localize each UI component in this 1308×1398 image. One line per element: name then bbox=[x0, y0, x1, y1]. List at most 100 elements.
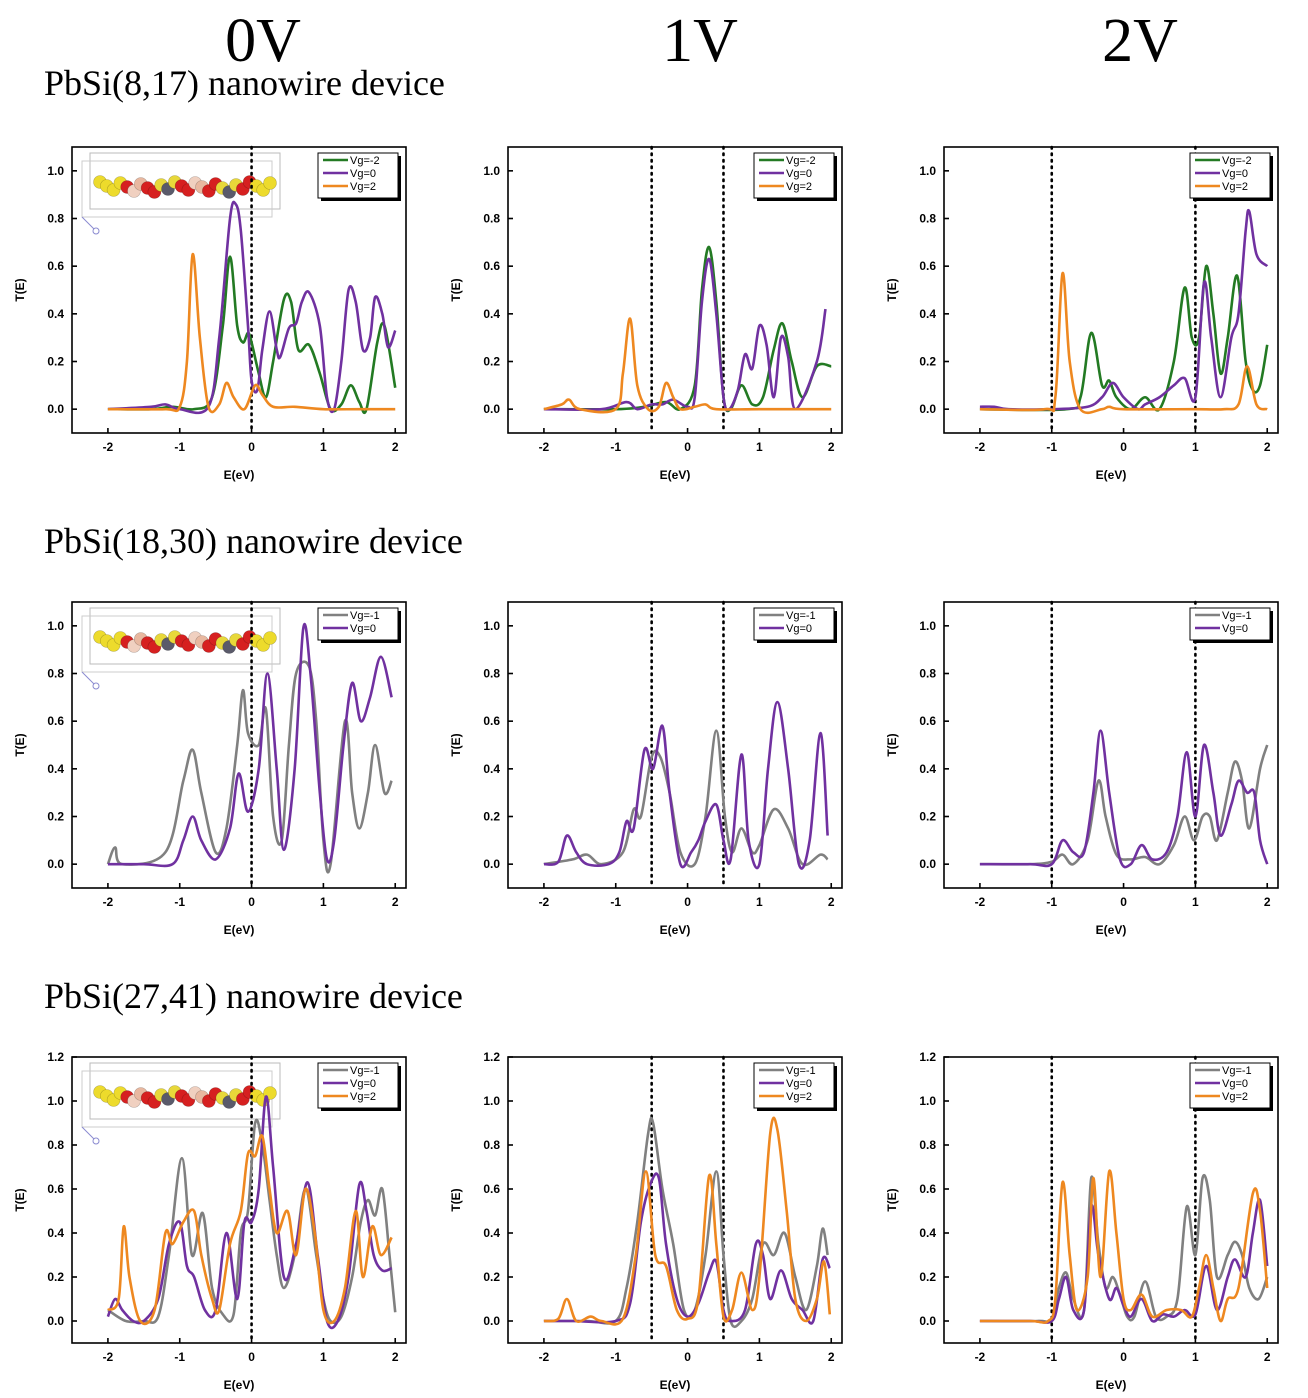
y-axis-title: T(E) bbox=[885, 278, 899, 301]
row-title-pbsi-18-30: PbSi(18,30) nanowire device bbox=[44, 521, 463, 561]
nanowire-structure-inset bbox=[81, 152, 281, 235]
series-line-vg-0 bbox=[543, 257, 827, 412]
legend-label-vg-0: Vg=0 bbox=[350, 1078, 376, 1090]
y-tick-label: 1.2 bbox=[47, 1050, 64, 1064]
y-axis-title: T(E) bbox=[885, 1188, 899, 1211]
series-line-vg-1 bbox=[543, 729, 829, 868]
y-tick-label: 0.4 bbox=[483, 307, 500, 321]
legend-label-vg-0: Vg=0 bbox=[786, 623, 812, 635]
y-tick-label: 1.0 bbox=[47, 164, 64, 178]
y-tick-label: 0.6 bbox=[483, 259, 500, 273]
legend-label-vg-1: Vg=-1 bbox=[350, 1065, 380, 1077]
series-line-vg-1 bbox=[106, 660, 393, 874]
x-tick-label: 0 bbox=[684, 895, 691, 909]
inset-axis-line bbox=[81, 1126, 95, 1140]
legend-label-vg-2: Vg=2 bbox=[786, 1091, 812, 1103]
x-tick-label: 0 bbox=[248, 440, 255, 454]
y-tick-label: 0.8 bbox=[483, 212, 500, 226]
legend-label-vg-2: Vg=2 bbox=[350, 181, 376, 193]
y-tick-label: 0.2 bbox=[47, 1270, 64, 1284]
y-axis-title: T(E) bbox=[885, 733, 899, 756]
y-tick-label: 0.6 bbox=[919, 1182, 936, 1196]
series-line-vg-0 bbox=[107, 623, 393, 868]
y-tick-label: 1.0 bbox=[483, 1094, 500, 1108]
x-tick-label: -2 bbox=[975, 440, 986, 454]
x-tick-label: -2 bbox=[103, 440, 114, 454]
legend: Vg=-2Vg=0Vg=2 bbox=[317, 152, 401, 201]
plot-frame bbox=[71, 601, 407, 889]
legend-label-vg-2: Vg=2 bbox=[1222, 1091, 1248, 1103]
inset-axis-icon bbox=[92, 682, 100, 690]
chart-panel-pbsi-18-30-0v: 0.0 0.2 0.4 0.6 0.8 1.0 -2 -1 0 1 2 E(eV) T(E) Vg=-1V… bbox=[13, 600, 407, 937]
legend-label-vg-0: Vg=0 bbox=[786, 1078, 812, 1090]
legend-label-vg-2: Vg=2 bbox=[786, 181, 812, 193]
y-tick-label: 1.0 bbox=[483, 164, 500, 178]
legend-box bbox=[317, 607, 399, 641]
y-tick-label: 0.0 bbox=[483, 857, 500, 871]
y-tick-label: 0.6 bbox=[47, 259, 64, 273]
legend-label-vg-1: Vg=-1 bbox=[786, 1065, 816, 1077]
row-title-pbsi-27-41: PbSi(27,41) nanowire device bbox=[44, 976, 463, 1016]
series-line-vg-2 bbox=[106, 1134, 393, 1326]
x-tick-label: -2 bbox=[103, 895, 114, 909]
y-axis-title: T(E) bbox=[13, 278, 27, 301]
y-tick-label: 0.4 bbox=[919, 307, 936, 321]
series-line-vg-2 bbox=[543, 317, 832, 414]
y-tick-label: 0.8 bbox=[47, 1138, 64, 1152]
inset-atom bbox=[263, 176, 277, 190]
x-tick-label: -2 bbox=[975, 1350, 986, 1364]
y-axis-title: T(E) bbox=[449, 733, 463, 756]
legend-label-vg-0: Vg=0 bbox=[1222, 168, 1248, 180]
inset-axis-icon bbox=[92, 227, 100, 235]
y-tick-label: 0.6 bbox=[919, 259, 936, 273]
x-tick-label: 0 bbox=[1120, 1350, 1127, 1364]
x-tick-label: -2 bbox=[539, 440, 550, 454]
legend-label-vg-1: Vg=-1 bbox=[1222, 1065, 1252, 1077]
chart-panel-pbsi-18-30-1v: 0.0 0.2 0.4 0.6 0.8 1.0 -2 -1 0 1 2 E(eV) T(E) Vg=-1V… bbox=[449, 600, 843, 937]
x-tick-label: 1 bbox=[1192, 1350, 1199, 1364]
legend-label-vg-1: Vg=-1 bbox=[1222, 610, 1252, 622]
x-tick-label: 1 bbox=[756, 440, 763, 454]
legend-label-vg-2: Vg=2 bbox=[1222, 181, 1248, 193]
x-axis-title: E(eV) bbox=[224, 1378, 255, 1392]
y-tick-label: 0.4 bbox=[919, 762, 936, 776]
series-line-vg-2 bbox=[979, 1169, 1269, 1324]
chart-panel-pbsi-8-17-2v: 0.00.20.40.60.81.0-2 -1 0 1 2E(eV)T(E)Vg=-2V… bbox=[885, 145, 1279, 482]
y-tick-label: 0.4 bbox=[483, 762, 500, 776]
y-tick-label: 0.2 bbox=[919, 1270, 936, 1284]
plot-frame bbox=[71, 1056, 407, 1344]
legend-box bbox=[753, 607, 835, 641]
x-tick-label: -2 bbox=[539, 1350, 550, 1364]
series-line-vg-0 bbox=[979, 729, 1269, 869]
series-line-vg-0 bbox=[543, 1172, 831, 1325]
y-tick-label: 1.0 bbox=[919, 619, 936, 633]
column-header-1v: 1V bbox=[662, 7, 738, 75]
chart-panel-pbsi-27-41-1v: 0.0 0.2 0.4 0.6 0.8 1.0 1.2 -2 -1 0 1 2 E(eV) T(E) Vg=… bbox=[449, 1050, 843, 1392]
y-tick-label: 1.0 bbox=[919, 164, 936, 178]
y-tick-label: 0.2 bbox=[47, 810, 64, 824]
x-tick-label: -2 bbox=[539, 895, 550, 909]
x-tick-label: 2 bbox=[1264, 1350, 1271, 1364]
legend-label-vg-0: Vg=0 bbox=[1222, 623, 1248, 635]
y-tick-label: 0.0 bbox=[919, 1314, 936, 1328]
series-line-vg-1 bbox=[543, 1116, 829, 1329]
y-axis-title: T(E) bbox=[449, 278, 463, 301]
legend: Vg=-1Vg=0 bbox=[317, 607, 401, 643]
x-tick-label: -1 bbox=[610, 1350, 621, 1364]
y-tick-label: 1.0 bbox=[483, 619, 500, 633]
y-tick-label: 0.0 bbox=[483, 402, 500, 416]
x-tick-label: -1 bbox=[1046, 440, 1057, 454]
y-tick-label: 0.2 bbox=[919, 810, 936, 824]
legend-label-vg-0: Vg=0 bbox=[350, 623, 376, 635]
x-tick-label: -2 bbox=[103, 1350, 114, 1364]
x-tick-label: -1 bbox=[610, 895, 621, 909]
y-axis-title: T(E) bbox=[13, 733, 27, 756]
y-tick-label: 0.6 bbox=[483, 714, 500, 728]
y-tick-label: 0.4 bbox=[47, 1226, 64, 1240]
legend-label-vg-1: Vg=-1 bbox=[786, 610, 816, 622]
plot-frame bbox=[943, 146, 1279, 434]
inset-axis-line bbox=[81, 216, 95, 230]
y-tick-label: 1.0 bbox=[47, 619, 64, 633]
x-tick-label: 2 bbox=[1264, 895, 1271, 909]
y-tick-label: 0.6 bbox=[47, 714, 64, 728]
